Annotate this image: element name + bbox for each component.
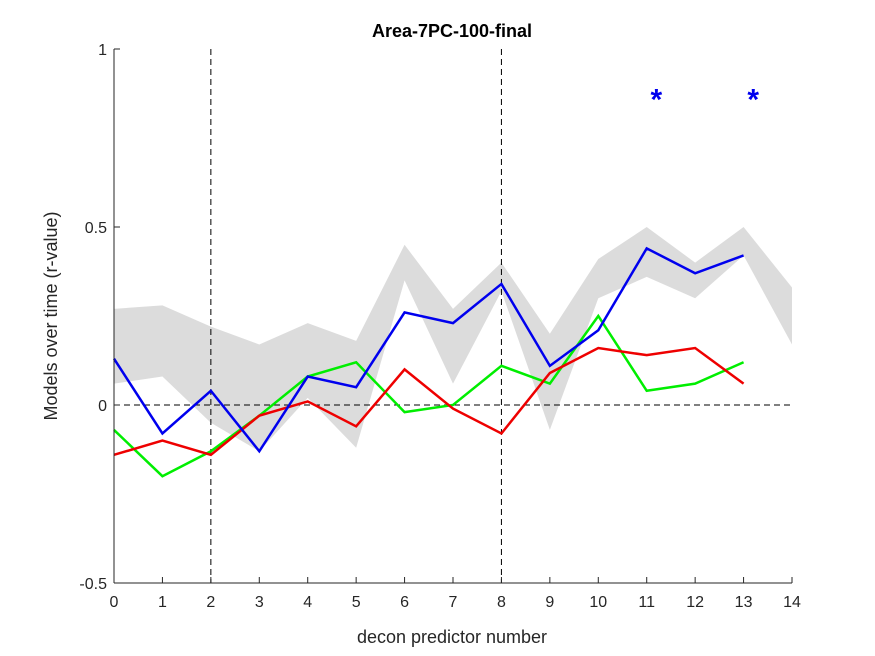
y-tick-label: 1: [98, 42, 107, 59]
reference-lines-layer: [114, 49, 792, 583]
x-tick-label: 9: [545, 594, 554, 611]
x-tick-label: 12: [686, 594, 704, 611]
x-tick-label: 14: [783, 594, 801, 611]
x-tick-label: 5: [352, 594, 361, 611]
x-axis-label: decon predictor number: [357, 627, 547, 647]
axes-layer: 0 1 2 3 4 5 6 7 8 9 10 11 12 13 14-0.500.51: [79, 42, 801, 611]
x-tick-label: 6: [400, 594, 409, 611]
series-layer: [112, 246, 745, 478]
x-tick-label: 11: [638, 594, 655, 611]
x-tick-label: 8: [497, 594, 506, 611]
confidence-band: [114, 227, 792, 452]
annotations-layer: * *: [651, 83, 760, 116]
series-line-0: [113, 313, 745, 478]
series-line-1: [113, 346, 745, 457]
y-tick-label: -0.5: [79, 576, 107, 593]
x-tick-label: 4: [303, 594, 312, 611]
significance-asterisk: *: [747, 83, 759, 116]
x-tick-label: 7: [449, 594, 458, 611]
x-tick-label: 1: [158, 594, 167, 611]
significance-asterisk: *: [651, 83, 663, 116]
chart-title: Area-7PC-100-final: [372, 21, 532, 41]
x-tick-label: 3: [255, 594, 264, 611]
series-line-2: [112, 246, 745, 454]
x-tick-label: 2: [206, 594, 215, 611]
confidence-band-layer: [114, 227, 792, 452]
x-tick-label: 10: [589, 594, 607, 611]
y-tick-label: 0: [98, 398, 107, 415]
x-tick-label: 13: [735, 594, 753, 611]
x-tick-label: 0: [110, 594, 119, 611]
y-axis-label: Models over time (r-value): [41, 211, 61, 420]
y-tick-label: 0.5: [85, 220, 107, 237]
